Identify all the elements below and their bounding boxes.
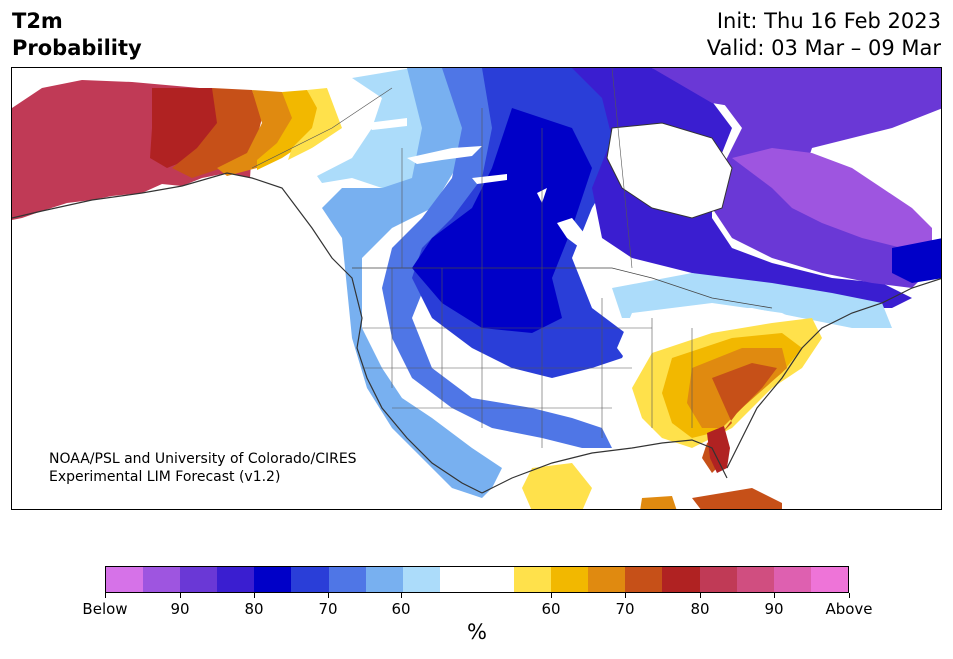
colorbar-tick — [180, 593, 181, 598]
colorbar-tick-label: 60 — [541, 600, 561, 618]
colorbar-swatch — [106, 567, 144, 592]
colorbar-swatch — [365, 567, 403, 592]
us-canada-border — [352, 267, 773, 309]
colorbar-swatch — [143, 567, 181, 592]
lake-patch-1 — [407, 146, 482, 164]
colorbar-tick — [401, 593, 402, 598]
colorbar-tick-label: Above — [825, 600, 873, 618]
mexico-yellow — [522, 463, 592, 509]
credit-line-2: Experimental LIM Forecast (v1.2) — [49, 469, 281, 485]
coastline-gulf — [481, 439, 728, 494]
florida-red — [707, 426, 730, 473]
colorbar-tick — [849, 593, 850, 598]
title-line-variable: T2m — [12, 9, 63, 33]
init-date: Init: Thu 16 Feb 2023 — [716, 9, 941, 33]
alaska-core — [150, 88, 227, 168]
colorbar-tick-label: 70 — [615, 600, 635, 618]
coastline-west — [12, 172, 483, 494]
credit-line-1: NOAA/PSL and University of Colorado/CIRE… — [49, 451, 357, 467]
cuba-orange — [692, 488, 782, 509]
great-lakes-light — [612, 273, 892, 328]
colorbar-swatch — [699, 567, 737, 592]
title-line-type: Probability — [12, 36, 142, 60]
province-lines — [251, 68, 633, 269]
map-svg — [12, 68, 941, 509]
dark-blue-core — [412, 108, 592, 333]
colorbar-tick — [625, 593, 626, 598]
colorbar-swatch — [291, 567, 329, 592]
colorbar-tick-label: 80 — [244, 600, 264, 618]
probability-colorbar — [105, 566, 849, 593]
canada-west-white — [277, 83, 382, 178]
yukon-amber — [217, 90, 297, 176]
colorbar-swatch — [736, 567, 774, 592]
forecast-map — [11, 67, 942, 510]
yukon-gold — [257, 90, 322, 170]
colorbar-tick — [700, 593, 701, 598]
colorbar-swatch — [439, 567, 477, 592]
colorbar-swatch — [625, 567, 663, 592]
colorbar-swatch — [588, 567, 626, 592]
yukon-yellow — [287, 88, 347, 163]
southeast-orange — [702, 363, 777, 473]
colorbar-swatch — [217, 567, 255, 592]
colorbar-tick-label: Below — [82, 600, 128, 618]
arctic-islands — [652, 68, 941, 128]
colorbar-swatch — [476, 567, 515, 592]
colorbar-swatch — [402, 567, 440, 592]
colorbar-swatch — [180, 567, 218, 592]
colorbar-tick-label: 70 — [318, 600, 338, 618]
light-blue-band — [317, 68, 432, 198]
colorbar-tick-label: 80 — [690, 600, 710, 618]
state-lines — [362, 268, 693, 448]
colorbar-swatch — [328, 567, 366, 592]
lake-patch-5 — [367, 118, 407, 130]
medium-blue-band — [322, 68, 502, 498]
colorbar-tick — [551, 593, 552, 598]
colorbar-tick — [328, 593, 329, 598]
colorbar-swatch — [662, 567, 700, 592]
hudson-bay — [607, 123, 732, 218]
colorbar-tick — [774, 593, 775, 598]
valid-range: Valid: 03 Mar – 09 Mar — [706, 36, 941, 60]
colorbar-tick-label: 90 — [764, 600, 784, 618]
colorbar-tick — [254, 593, 255, 598]
violet-band — [732, 148, 932, 258]
yucatan-amber — [640, 496, 677, 509]
colorbar-tick-label: 60 — [391, 600, 411, 618]
colorbar-swatch — [810, 567, 848, 592]
colorbar-tick — [105, 593, 106, 598]
hudson-coast — [606, 122, 733, 219]
forecast-info: Init: Thu 16 Feb 2023 Valid: 03 Mar – 09… — [707, 8, 941, 62]
lake-patch-2 — [472, 174, 507, 184]
colorbar-swatch — [254, 567, 292, 592]
forecast-credit: NOAA/PSL and University of Colorado/CIRE… — [49, 450, 357, 486]
lake-patch-3 — [557, 218, 592, 253]
colorbar-swatch — [514, 567, 552, 592]
colorbar-swatch — [773, 567, 811, 592]
colorbar-unit: % — [467, 620, 487, 644]
colorbar-tick-label: 90 — [170, 600, 190, 618]
coastline-east — [726, 278, 941, 469]
map-title: T2m Probability — [12, 8, 142, 62]
east-coast-dark-blue — [892, 238, 941, 283]
yukon-orange — [172, 88, 262, 178]
colorbar-swatch — [551, 567, 589, 592]
